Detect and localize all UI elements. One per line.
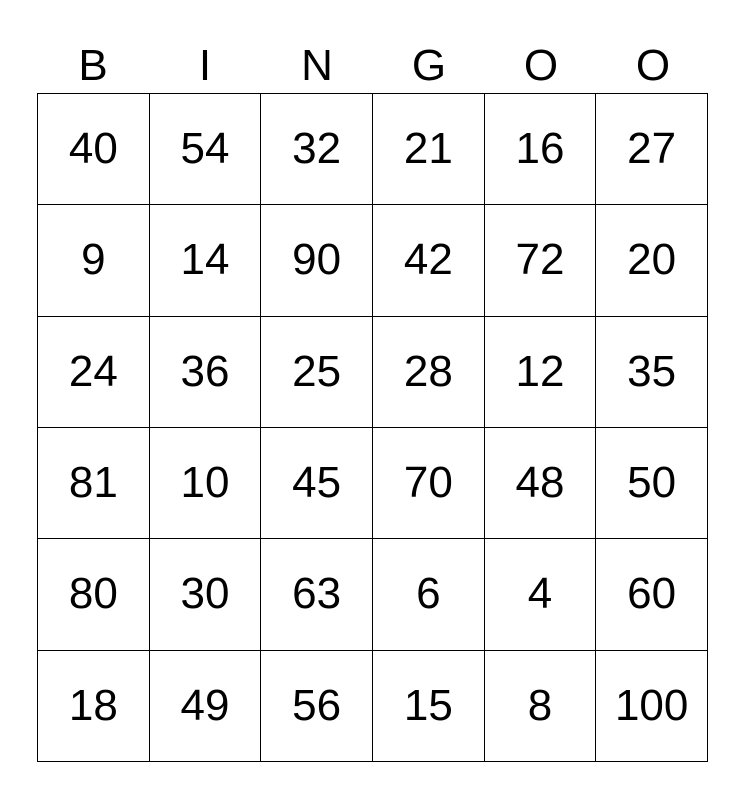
bingo-card-grid: 40 54 32 21 16 27 9 14 90 42 72 20 24 36 25 28 12 35 81 10 4… <box>37 93 708 762</box>
header-letter: O <box>635 41 671 90</box>
bingo-cell: 49 <box>149 650 262 762</box>
bingo-cell: 14 <box>149 205 262 317</box>
bingo-cell: 40 <box>38 94 150 206</box>
header-letter: O <box>523 41 559 90</box>
bingo-cell: 15 <box>372 650 485 762</box>
bingo-cell: 12 <box>484 316 597 428</box>
bingo-cell: 18 <box>38 650 150 762</box>
bingo-cell: 90 <box>261 205 373 317</box>
header-letter: N <box>301 41 333 90</box>
bingo-cell: 30 <box>149 539 262 651</box>
bingo-cell: 28 <box>372 316 485 428</box>
bingo-cell: 54 <box>149 94 262 206</box>
bingo-cell: 21 <box>372 94 485 206</box>
bingo-cell: 60 <box>596 539 708 651</box>
bingo-cell: 45 <box>261 428 373 540</box>
bingo-cell: 48 <box>484 428 597 540</box>
bingo-cell: 6 <box>372 539 485 651</box>
header-letter: I <box>198 41 212 90</box>
bingo-cell: 80 <box>38 539 150 651</box>
bingo-cell: 20 <box>596 205 708 317</box>
bingo-cell: 32 <box>261 94 373 206</box>
bingo-cell: 8 <box>484 650 597 762</box>
bingo-cell: 100 <box>596 650 708 762</box>
header-letter: G <box>411 41 447 90</box>
bingo-cell: 9 <box>38 205 150 317</box>
header-letter: B <box>78 41 108 90</box>
bingo-cell: 25 <box>261 316 373 428</box>
bingo-cell: 72 <box>484 205 597 317</box>
bingo-cell: 70 <box>372 428 485 540</box>
bingo-cell: 4 <box>484 539 597 651</box>
bingo-cell: 50 <box>596 428 708 540</box>
bingo-cell: 81 <box>38 428 150 540</box>
bingo-cell: 27 <box>596 94 708 206</box>
bingo-cell: 35 <box>596 316 708 428</box>
bingo-cell: 56 <box>261 650 373 762</box>
bingo-cell: 10 <box>149 428 262 540</box>
bingo-cell: 63 <box>261 539 373 651</box>
bingo-cell: 24 <box>38 316 150 428</box>
bingo-cell: 42 <box>372 205 485 317</box>
bingo-cell: 16 <box>484 94 597 206</box>
bingo-cell: 36 <box>149 316 262 428</box>
